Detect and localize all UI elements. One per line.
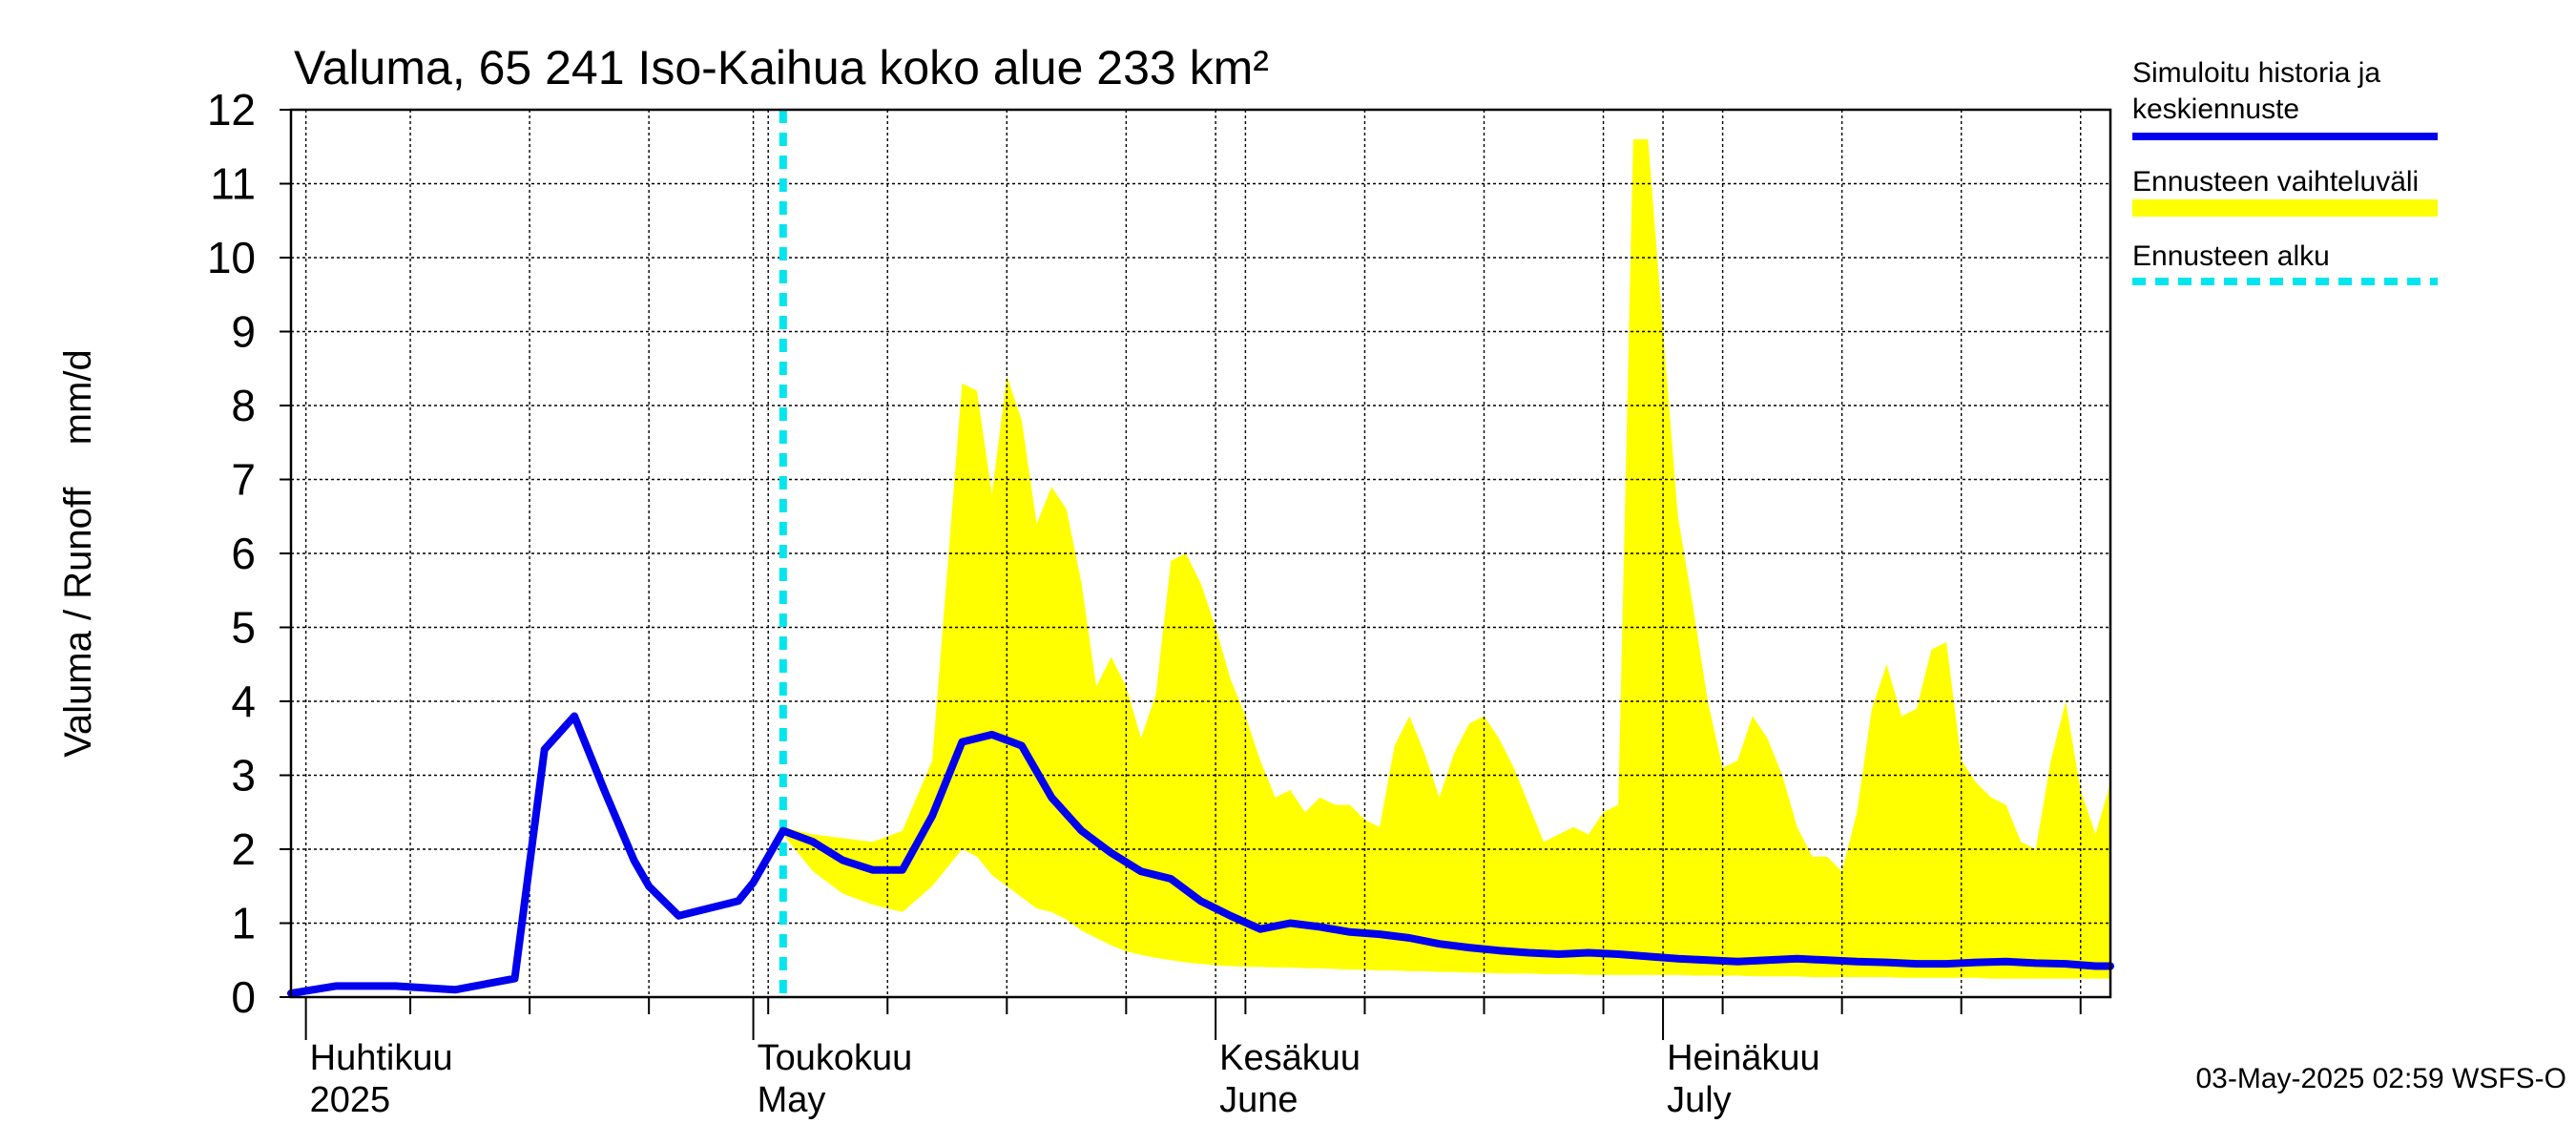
y-tick-label: 1 xyxy=(231,899,256,948)
x-month-label: Kesäkuu xyxy=(1219,1038,1361,1078)
y-tick-label: 2 xyxy=(231,824,256,874)
legend-label: Ennusteen alku xyxy=(2132,240,2330,272)
legend-label-line2: keskiennuste xyxy=(2132,94,2299,125)
x-month-sublabel: May xyxy=(758,1080,826,1120)
x-month-label: Huhtikuu xyxy=(310,1038,453,1078)
x-month-label: Toukokuu xyxy=(758,1038,913,1078)
y-tick-label: 3 xyxy=(231,751,256,801)
forecast-range-band xyxy=(782,139,2110,979)
axis-layer: 0123456789101112Huhtikuu2025ToukokuuMayK… xyxy=(207,85,2112,1120)
footer-timestamp: 03-May-2025 02:59 WSFS-O xyxy=(2196,1063,2567,1094)
plot-frame xyxy=(289,108,2112,999)
forecast-range-band-layer xyxy=(782,139,2110,979)
y-tick-label: 8 xyxy=(231,381,256,430)
x-month-sublabel: July xyxy=(1667,1080,1732,1120)
y-tick-label: 4 xyxy=(231,677,256,726)
y-axis-label: Valuma / Runoff mm/d xyxy=(57,349,99,758)
x-month-sublabel: 2025 xyxy=(310,1080,391,1120)
y-tick-label: 10 xyxy=(207,233,256,282)
legend: Simuloitu historia ja keskiennuste Ennuste… xyxy=(2132,57,2438,285)
series-line xyxy=(287,712,2114,998)
y-tick-label: 9 xyxy=(231,307,256,357)
y-tick-label: 5 xyxy=(231,603,256,653)
y-tick-label: 7 xyxy=(231,455,256,505)
y-tick-label: 0 xyxy=(231,972,256,1022)
x-month-sublabel: June xyxy=(1219,1080,1298,1120)
y-tick-label: 11 xyxy=(210,159,256,209)
series-layer xyxy=(287,110,2114,998)
y-tick-label: 12 xyxy=(207,85,256,135)
chart-title: Valuma, 65 241 Iso-Kaihua koko alue 233 … xyxy=(294,41,1269,94)
x-month-label: Heinäkuu xyxy=(1667,1038,1820,1078)
legend-label: Ennusteen vaihteluväli xyxy=(2132,166,2419,198)
y-tick-label: 6 xyxy=(231,529,256,578)
legend-label: Simuloitu historia ja xyxy=(2132,57,2380,89)
